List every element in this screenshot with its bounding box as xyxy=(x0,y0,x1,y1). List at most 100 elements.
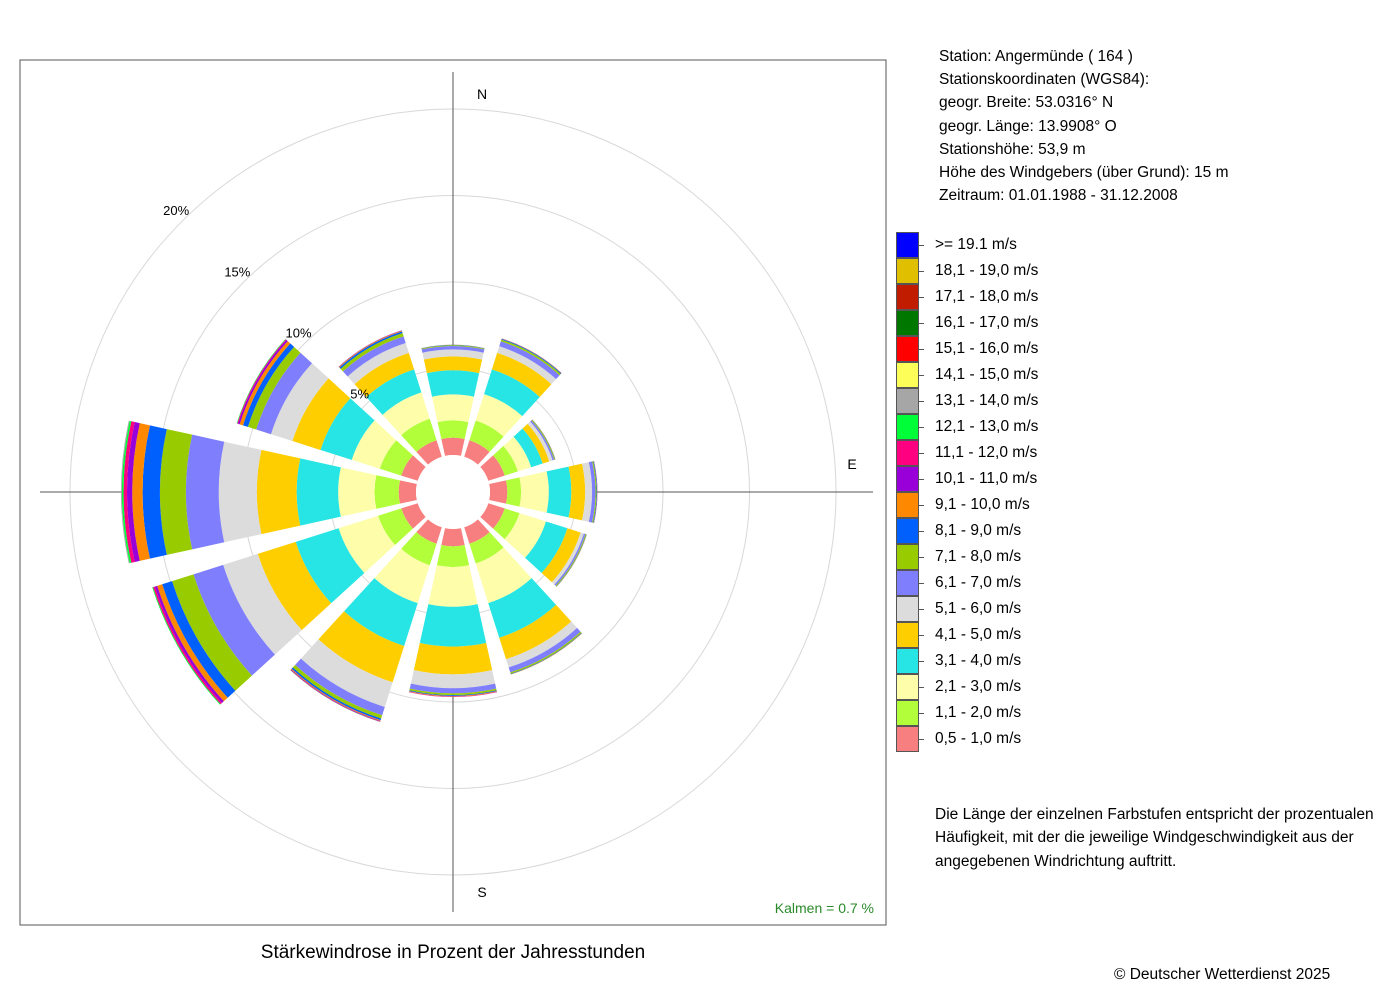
sector-band xyxy=(292,664,383,719)
sector-band xyxy=(541,528,581,583)
sector-band xyxy=(159,429,193,555)
sector-band xyxy=(338,515,396,573)
sector-band xyxy=(416,519,442,544)
legend-item: >= 19.1 m/s xyxy=(896,232,1096,258)
legend-tick xyxy=(919,349,924,350)
sector-band xyxy=(127,422,140,562)
period: Zeitraum: 01.01.1988 - 31.12.2008 xyxy=(939,187,1178,205)
sector-band xyxy=(527,421,553,462)
legend-tick xyxy=(919,479,924,480)
sector-band xyxy=(513,428,543,468)
legend-item: 9,1 - 10,0 m/s xyxy=(896,492,1096,518)
legend-tick xyxy=(919,427,924,428)
longitude: geogr. Länge: 13.9908° O xyxy=(939,117,1117,135)
latitude: geogr. Breite: 53.0316° N xyxy=(939,94,1114,112)
sector-band xyxy=(270,363,329,442)
sector-band xyxy=(185,434,225,550)
legend-label: 9,1 - 10,0 m/s xyxy=(935,496,1030,513)
sector-band xyxy=(525,521,568,573)
sector-band xyxy=(469,532,504,564)
sector-band xyxy=(428,565,478,607)
legend-item: 15,1 - 16,0 m/s xyxy=(896,336,1096,362)
sector-30 xyxy=(464,338,562,465)
sector-band xyxy=(193,564,275,676)
legend-swatch xyxy=(896,544,919,570)
sector-band xyxy=(121,420,132,564)
legend-item: 2,1 - 3,0 m/s xyxy=(896,674,1096,700)
legend-tick xyxy=(919,505,924,506)
direction-label-e: E xyxy=(847,456,856,472)
sector-band xyxy=(497,346,557,385)
sector-band xyxy=(257,541,332,631)
sector-band xyxy=(480,455,505,481)
sector-band xyxy=(382,392,430,436)
sector-band xyxy=(551,532,584,585)
sector-band xyxy=(480,503,505,529)
sector-band xyxy=(318,611,405,683)
sector-band xyxy=(347,342,409,385)
legend-tick xyxy=(919,271,924,272)
legend-swatch xyxy=(896,674,919,700)
sector-band xyxy=(441,437,465,456)
legend-item: 6,1 - 7,0 m/s xyxy=(896,570,1096,596)
sector-band xyxy=(132,423,150,561)
sector-band xyxy=(499,604,572,660)
sector-band xyxy=(421,346,485,353)
legend-label: 0,5 - 1,0 m/s xyxy=(935,730,1022,747)
speed-legend: >= 19.1 m/s 18,1 - 19,0 m/s 17,1 - 18,0 m/… xyxy=(896,232,1096,752)
legend-tick xyxy=(919,661,924,662)
legend-label: 11,1 - 12,0 m/s xyxy=(935,444,1038,461)
sector-band xyxy=(409,691,497,697)
sector-band xyxy=(519,471,549,513)
legend-label: 14,1 - 15,0 m/s xyxy=(935,366,1039,383)
sector-band xyxy=(506,621,578,668)
sector-band xyxy=(436,545,470,568)
sector-band xyxy=(378,508,413,545)
note-line: Die Länge der einzelnen Farbstufen entsp… xyxy=(935,806,1374,823)
legend-tick xyxy=(919,739,924,740)
sector-210 xyxy=(290,519,442,723)
legend-item: 10,1 - 11,0 m/s xyxy=(896,466,1096,492)
wind-rose-chart: 5% 10% 15% 20% N E S Kalmen = 0.7 % xyxy=(19,59,887,926)
sector-band xyxy=(342,336,406,377)
legend-swatch xyxy=(896,518,919,544)
sector-band xyxy=(123,421,135,563)
direction-label-s: S xyxy=(477,884,486,900)
sector-band xyxy=(239,341,291,426)
ring-label: 10% xyxy=(285,326,311,341)
sector-band xyxy=(300,639,393,708)
legend-label: 8,1 - 9,0 m/s xyxy=(935,522,1022,539)
station-name: Station: Angermünde ( 164 ) xyxy=(939,48,1133,65)
sector-band xyxy=(218,441,262,543)
sector-band xyxy=(441,528,465,547)
sector-0 xyxy=(421,344,485,456)
sector-band xyxy=(401,455,426,481)
sector-band xyxy=(401,418,437,452)
legend-tick xyxy=(919,583,924,584)
legend-tick xyxy=(919,531,924,532)
station-info: Station: Angermünde ( 164 ) Stationskoor… xyxy=(939,45,1228,207)
sector-band xyxy=(503,436,532,472)
sector-band xyxy=(508,627,581,673)
legend-swatch xyxy=(896,284,919,310)
sector-band xyxy=(401,532,437,566)
plot-frame xyxy=(19,59,887,926)
sector-band xyxy=(339,331,403,369)
legend-swatch xyxy=(896,232,919,258)
legend-swatch xyxy=(896,258,919,284)
sector-band xyxy=(351,420,397,469)
legend-label: 13,1 - 14,0 m/s xyxy=(935,392,1039,409)
sector-band xyxy=(421,344,485,349)
legend-label: 10,1 - 11,0 m/s xyxy=(935,470,1038,487)
legend-note: Die Länge der einzelnen Farbstufen entsp… xyxy=(935,803,1395,873)
legend-tick xyxy=(919,713,924,714)
sector-band xyxy=(142,425,167,559)
legend-label: 6,1 - 7,0 m/s xyxy=(935,574,1022,591)
sector-band xyxy=(592,461,597,523)
sector-band xyxy=(256,449,301,535)
sector-band xyxy=(409,683,497,694)
ring-label: 15% xyxy=(224,264,250,279)
station-altitude: Stationshöhe: 53,9 m xyxy=(939,140,1086,158)
sector-band xyxy=(366,369,422,415)
sector-band xyxy=(223,553,302,655)
